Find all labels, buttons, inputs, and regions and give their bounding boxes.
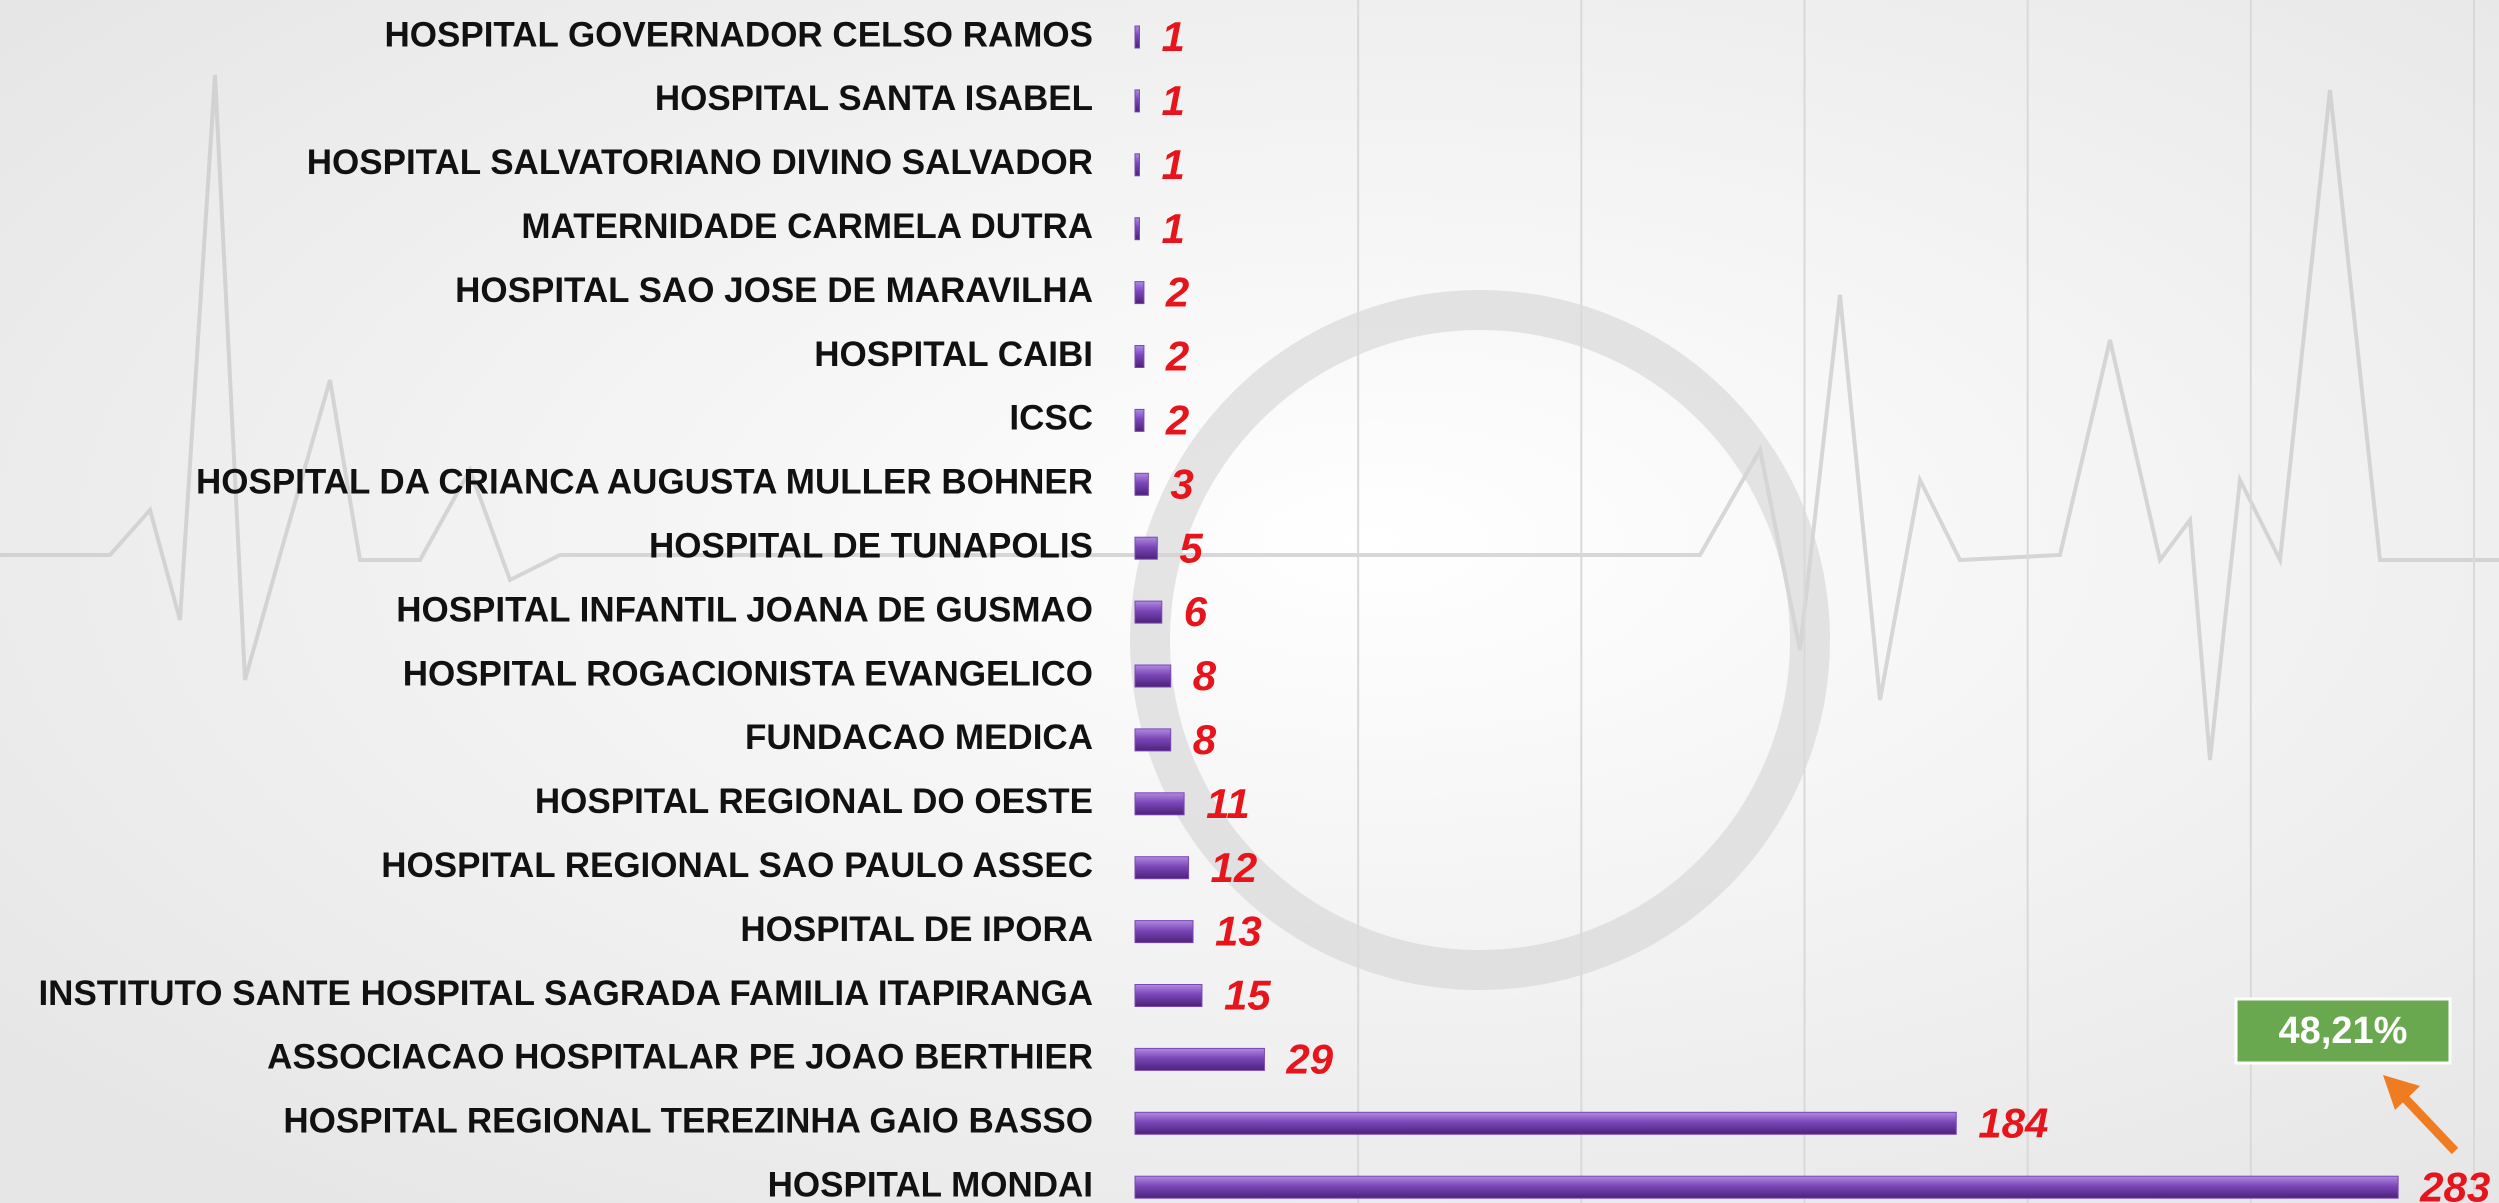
category-label: HOSPITAL DA CRIANCA AUGUSTA MULLER BOHNE…: [196, 463, 1093, 502]
data-label: 8: [1193, 652, 1217, 699]
data-label: 2: [1165, 333, 1189, 380]
bar: [1135, 1048, 1264, 1070]
bar: [1135, 90, 1139, 112]
data-label: 5: [1179, 524, 1203, 571]
category-label: HOSPITAL DE IPORA: [740, 910, 1093, 949]
category-label: HOSPITAL REGIONAL SAO PAULO ASSEC: [381, 846, 1093, 885]
data-label: 2: [1165, 269, 1189, 316]
bar: [1135, 218, 1139, 240]
bar: [1135, 729, 1171, 751]
bar: [1135, 793, 1184, 815]
bar: [1135, 154, 1139, 176]
bar: [1135, 409, 1144, 431]
chart: 48,21% HOSPITAL GOVERNADOR CELSO RAMOS 1 H…: [0, 0, 2499, 1203]
data-label: 29: [1285, 1035, 1333, 1082]
bar: [1135, 282, 1144, 304]
bar: [1135, 601, 1162, 623]
data-label: 2: [1165, 396, 1189, 443]
category-label: MATERNIDADE CARMELA DUTRA: [521, 207, 1093, 246]
data-label: 8: [1193, 716, 1217, 763]
category-label: HOSPITAL DE TUNAPOLIS: [649, 526, 1093, 565]
data-label: 12: [1211, 844, 1258, 891]
data-label: 283: [2419, 1163, 2490, 1203]
category-label: HOSPITAL CAIBI: [814, 335, 1093, 374]
data-label: 15: [1224, 972, 1271, 1019]
data-label: 1: [1161, 141, 1184, 188]
bar: [1135, 857, 1189, 879]
annotation: 48,21%: [2279, 1010, 2408, 1052]
category-label: INSTITUTO SANTE HOSPITAL SAGRADA FAMILIA…: [38, 974, 1093, 1013]
category-label: HOSPITAL ROGACIONISTA EVANGELICO: [403, 654, 1093, 693]
data-label: 13: [1215, 908, 1262, 955]
category-label: HOSPITAL REGIONAL TEREZINHA GAIO BASSO: [283, 1102, 1093, 1141]
category-label: ICSC: [1009, 399, 1093, 438]
category-label: ASSOCIACAO HOSPITALAR PE JOAO BERTHIER: [267, 1038, 1093, 1077]
data-label: 1: [1161, 13, 1184, 60]
data-label: 11: [1206, 780, 1250, 827]
category-label: FUNDACAO MEDICA: [745, 718, 1093, 757]
category-label: HOSPITAL SALVATORIANO DIVINO SALVADOR: [307, 143, 1093, 182]
bar: [1135, 985, 1202, 1007]
category-label: HOSPITAL MONDAI: [768, 1165, 1093, 1203]
category-label: HOSPITAL SANTA ISABEL: [655, 79, 1093, 118]
category-label: HOSPITAL SAO JOSE DE MARAVILHA: [455, 271, 1093, 310]
category-label: HOSPITAL REGIONAL DO OESTE: [535, 782, 1093, 821]
data-label: 6: [1184, 588, 1208, 635]
bar: [1135, 1112, 1956, 1134]
bar: [1135, 346, 1144, 368]
data-label: 3: [1170, 460, 1193, 507]
bar: [1135, 26, 1139, 48]
bar: [1135, 921, 1193, 943]
bar: [1135, 537, 1157, 559]
category-label: HOSPITAL GOVERNADOR CELSO RAMOS: [385, 15, 1093, 54]
bar: [1135, 1176, 2398, 1198]
data-label: 184: [1978, 1099, 2048, 1146]
data-label: 1: [1161, 205, 1184, 252]
category-label: HOSPITAL INFANTIL JOANA DE GUSMAO: [396, 590, 1093, 629]
bar: [1135, 665, 1171, 687]
data-label: 1: [1161, 77, 1184, 124]
bar: [1135, 473, 1148, 495]
